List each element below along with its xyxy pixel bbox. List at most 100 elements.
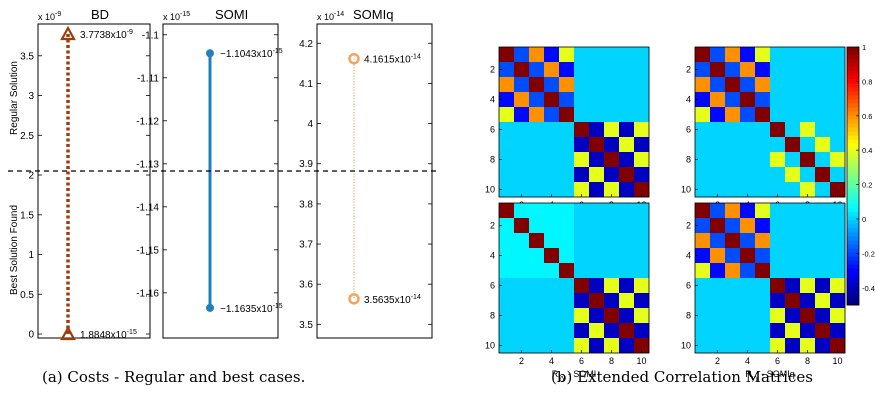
heatmap-cell bbox=[604, 218, 620, 234]
heatmap-cell bbox=[604, 182, 620, 198]
heatmap-cell bbox=[695, 218, 711, 234]
heatmap-cell bbox=[604, 107, 620, 123]
heatmap-cell bbox=[544, 182, 560, 198]
colorbar-segment bbox=[847, 236, 859, 241]
colorbar-segment bbox=[847, 143, 859, 149]
xtick-label: 8 bbox=[805, 356, 810, 366]
heatmap-cell bbox=[770, 248, 786, 264]
ytick-label: -1.16 bbox=[136, 288, 159, 299]
data-point bbox=[60, 25, 76, 41]
heatmap-cell bbox=[499, 218, 515, 234]
heatmap-cell bbox=[830, 77, 846, 93]
heatmap-cell bbox=[695, 62, 711, 78]
data-point bbox=[206, 303, 214, 312]
heatmap-cell bbox=[695, 263, 711, 279]
heatmap-cell bbox=[634, 263, 650, 279]
heatmap-cell bbox=[710, 92, 726, 108]
heatmap-cell bbox=[499, 62, 515, 78]
heatmap-cell bbox=[604, 62, 620, 78]
colorbar-segment bbox=[847, 147, 859, 153]
heatmap-cell bbox=[529, 293, 545, 309]
ytick-label: 4 bbox=[686, 95, 691, 105]
heatmap-cell bbox=[725, 167, 741, 183]
heatmap-cell bbox=[634, 137, 650, 153]
heatmap-cell bbox=[544, 77, 560, 93]
heatmap-cell bbox=[830, 62, 846, 78]
heatmap-cell bbox=[830, 152, 846, 168]
heatmap-cell bbox=[815, 263, 831, 279]
colorbar-segment bbox=[847, 248, 859, 253]
heatmap-cell bbox=[770, 62, 786, 78]
heatmap-cell bbox=[574, 338, 590, 354]
heatmap-cell bbox=[830, 137, 846, 153]
ytick-label: 4 bbox=[307, 119, 313, 130]
heatmap-cell bbox=[529, 203, 545, 219]
heatmap-cell bbox=[725, 62, 741, 78]
data-label: −1.1635x10-15 bbox=[220, 303, 283, 315]
colorbar-segment bbox=[847, 284, 859, 290]
somiq-exponent: x 10-14 bbox=[317, 11, 344, 22]
heatmap-cell bbox=[770, 77, 786, 93]
heatmap-cell bbox=[529, 323, 545, 339]
heatmap-cell bbox=[770, 338, 786, 354]
heatmap-cell bbox=[785, 218, 801, 234]
heatmap-cell bbox=[619, 308, 635, 324]
somiq-marks: 4.1615x10-14 3.5635x10-14 bbox=[348, 52, 421, 306]
ytick-label: -1.12 bbox=[136, 116, 159, 127]
heatmap-cell bbox=[514, 62, 530, 78]
heatmap-cell bbox=[785, 338, 801, 354]
heatmap-cell bbox=[770, 137, 786, 153]
ytick-label: -1.14 bbox=[136, 202, 159, 213]
heatmap-cell bbox=[740, 77, 756, 93]
heatmap-cell bbox=[559, 338, 575, 354]
heatmap-cell bbox=[499, 203, 515, 219]
colorbar-segment bbox=[847, 151, 859, 157]
colorbar-segment bbox=[847, 75, 859, 80]
heatmap-somi: 2 4 6 8 10 2 4 6 8 10 Ryy - SOMI bbox=[485, 202, 650, 382]
colorbar: 1 0.8 0.6 0.4 0.2 0 -0.2 -0.4 bbox=[846, 43, 875, 306]
heatmap-cell bbox=[589, 47, 605, 63]
heatmap-cell bbox=[529, 167, 545, 183]
heatmap-cell bbox=[785, 248, 801, 264]
heatmap-cell bbox=[634, 203, 650, 219]
heatmap-cell bbox=[770, 218, 786, 234]
heatmap-cell bbox=[559, 263, 575, 279]
somi-cost-plot: x 10-15 SOMI -1.1-1.11-1.12-1.13-1.14-1.… bbox=[136, 7, 283, 339]
heatmap-cell bbox=[695, 77, 711, 93]
heatmap-cell bbox=[785, 92, 801, 108]
ytick-label: 6 bbox=[686, 125, 691, 135]
heatmap-cell bbox=[755, 107, 771, 123]
somi-yticks: -1.1 -1.11 -1.12 -1.13 -1.14 -1.15 -1.16 bbox=[136, 30, 278, 299]
heatmap-cell bbox=[604, 308, 620, 324]
colorbar-tick-label: 0.8 bbox=[862, 77, 872, 86]
heatmap-cell bbox=[740, 152, 756, 168]
xtick-label: 6 bbox=[579, 356, 584, 366]
heatmap-cell bbox=[499, 92, 515, 108]
heatmap-cell bbox=[755, 167, 771, 183]
heatmap-cell bbox=[619, 107, 635, 123]
colorbar-segment bbox=[847, 224, 859, 229]
heatmap-cell bbox=[710, 182, 726, 198]
heatmap-cell bbox=[800, 137, 816, 153]
heatmap-cell bbox=[619, 47, 635, 63]
colorbar-segment bbox=[847, 288, 859, 294]
colorbar-segment bbox=[847, 240, 859, 245]
heatmap-cell bbox=[544, 248, 560, 264]
heatmap-cell bbox=[574, 218, 590, 234]
ytick-label: 8 bbox=[490, 155, 495, 165]
heatmap-cell bbox=[529, 248, 545, 264]
heatmap-cell bbox=[544, 233, 560, 249]
ytick-label: 3.7 bbox=[299, 240, 313, 251]
heatmap-cell bbox=[785, 293, 801, 309]
heatmap-cell bbox=[574, 152, 590, 168]
heatmap-cell bbox=[619, 137, 635, 153]
heatmap-cell bbox=[740, 248, 756, 264]
heatmap-cell bbox=[604, 137, 620, 153]
heatmap-cell bbox=[529, 182, 545, 198]
heatmap-cell bbox=[710, 47, 726, 63]
heatmap-cell bbox=[695, 152, 711, 168]
heatmap-cell bbox=[604, 323, 620, 339]
heatmap-cell bbox=[695, 308, 711, 324]
heatmap-cell bbox=[800, 263, 816, 279]
somi-marks: −1.1043x10-15 −1.1635x10-15 bbox=[206, 48, 283, 315]
